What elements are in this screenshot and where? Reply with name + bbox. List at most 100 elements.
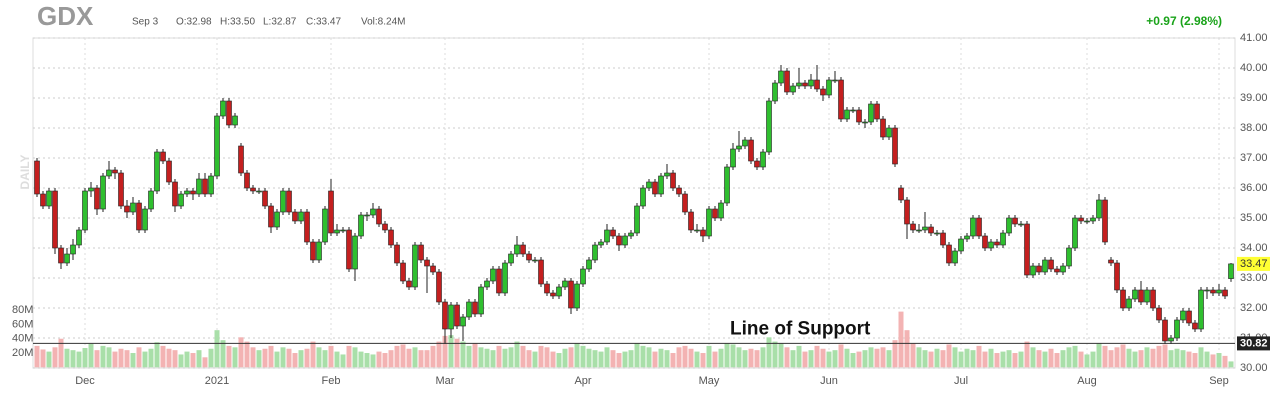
volume-bar <box>532 351 538 368</box>
volume-bar <box>556 353 562 368</box>
candle-body <box>772 82 778 102</box>
x-tick-label: Jul <box>954 375 968 387</box>
candle-body <box>1132 289 1138 300</box>
volume-bar <box>574 343 580 368</box>
volume-bar <box>790 350 796 368</box>
volume-bar <box>1096 343 1102 368</box>
candle-body <box>1102 199 1108 243</box>
candle-body <box>1156 307 1162 321</box>
candle-body <box>1186 310 1192 324</box>
candle-body <box>304 211 310 243</box>
x-tick-label: 2021 <box>205 375 229 387</box>
volume-bar <box>202 357 208 368</box>
candle-body <box>190 190 196 195</box>
volume-bar <box>1210 354 1216 368</box>
volume-bar <box>130 353 136 368</box>
volume-bar <box>712 351 718 368</box>
volume-bar <box>610 350 616 368</box>
candle-body <box>568 280 574 309</box>
volume-bar <box>562 348 568 368</box>
candle-body <box>556 286 562 297</box>
candle-body <box>328 190 334 234</box>
volume-bar <box>658 348 664 368</box>
volume-bar <box>484 348 490 368</box>
volume-bar <box>1102 345 1108 368</box>
candle-body <box>160 151 166 162</box>
candle-body <box>436 271 442 303</box>
volume-bar <box>634 343 640 368</box>
candle-body <box>580 268 586 285</box>
candle-body <box>694 229 700 232</box>
candle-body <box>1012 217 1018 225</box>
candle-body <box>538 259 544 285</box>
change: +0.97 (2.98%) <box>1146 14 1222 28</box>
volume-bar <box>1108 350 1114 368</box>
x-tick-label: Jun <box>820 375 838 387</box>
candle-body <box>112 169 118 174</box>
candle-body <box>1024 223 1030 276</box>
volume-bar <box>664 350 670 368</box>
candle-body <box>274 211 280 228</box>
candle-body <box>988 241 994 249</box>
candle-body <box>178 193 184 207</box>
candle-body <box>706 208 712 237</box>
volume-bar <box>616 353 622 368</box>
candle-body <box>742 139 748 147</box>
volume-bar <box>694 351 700 368</box>
candle-body <box>1192 322 1198 330</box>
candle-body <box>712 208 718 219</box>
candle-body <box>136 202 142 231</box>
volume-bar <box>724 343 730 368</box>
volume-bar <box>1018 351 1024 368</box>
candle-body <box>676 187 682 195</box>
volume-bar <box>526 350 532 368</box>
volume-bar <box>196 350 202 368</box>
volume-bar <box>232 347 238 368</box>
candle-body <box>1066 247 1072 267</box>
candle-body <box>718 202 724 219</box>
quote-high: H:33.50 <box>220 17 255 28</box>
volume-bar <box>586 348 592 368</box>
volume-bar <box>1078 351 1084 368</box>
volume-bar <box>280 347 286 368</box>
volume-bar <box>298 350 304 368</box>
candle-body <box>58 247 64 264</box>
candle-body <box>352 235 358 270</box>
candle-body <box>250 187 256 192</box>
candle-body <box>262 190 268 207</box>
y-tick-label: 32.00 <box>1240 302 1268 314</box>
candle-body <box>496 268 502 294</box>
volume-bar <box>940 350 946 368</box>
volume-bar <box>166 348 172 368</box>
volume-bar <box>802 351 808 368</box>
volume-bar <box>568 347 574 368</box>
support-badge <box>1237 336 1270 351</box>
candle-body <box>754 160 760 168</box>
volume-bar <box>1006 350 1012 368</box>
volume-bar <box>772 341 778 368</box>
candle-body <box>202 178 208 195</box>
volume-bar <box>316 347 322 368</box>
candle-body <box>796 82 802 87</box>
candle-body <box>460 316 466 327</box>
candle-body <box>1096 199 1102 219</box>
volume-bar <box>436 341 442 368</box>
volume-bar <box>94 350 100 368</box>
volume-tick-label: 60M <box>12 318 33 330</box>
volume-bar <box>82 348 88 368</box>
volume-bar <box>868 347 874 368</box>
volume-bar <box>1198 347 1204 368</box>
volume-bar <box>1048 348 1054 368</box>
volume-bar <box>70 350 76 368</box>
volume-bar <box>238 337 244 368</box>
candle-body <box>1174 319 1180 339</box>
volume-bar <box>64 348 70 368</box>
candle-body <box>934 232 940 235</box>
candle-body <box>1108 259 1114 264</box>
candle-body <box>640 187 646 207</box>
volume-bar <box>706 345 712 368</box>
candle-body <box>850 109 856 112</box>
candle-body <box>1042 259 1048 273</box>
volume-bar <box>388 350 394 368</box>
